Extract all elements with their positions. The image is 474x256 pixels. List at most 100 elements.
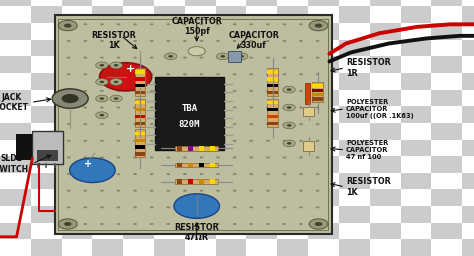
Bar (92, 90, 123, 106)
Bar (246, 173, 277, 189)
Bar (123, 173, 154, 189)
Text: RESISTOR
1K: RESISTOR 1K (346, 177, 391, 197)
Circle shape (283, 140, 295, 147)
Circle shape (150, 57, 154, 59)
Bar (135, 68, 145, 96)
Bar (401, 206, 431, 223)
Circle shape (287, 142, 292, 145)
Circle shape (100, 81, 104, 83)
Bar (370, 0, 401, 6)
Circle shape (114, 97, 118, 100)
Bar (123, 23, 154, 40)
Bar (308, 206, 339, 223)
Circle shape (100, 223, 104, 225)
Circle shape (100, 97, 104, 100)
Circle shape (83, 156, 87, 158)
Bar (31, 6, 62, 23)
Bar (175, 179, 218, 184)
Circle shape (183, 40, 187, 42)
Circle shape (299, 123, 303, 125)
Bar (401, 40, 431, 56)
Bar (216, 0, 246, 6)
Bar (246, 56, 277, 73)
Circle shape (200, 206, 203, 208)
Bar (267, 70, 278, 74)
Bar (431, 90, 462, 106)
Bar (277, 156, 308, 173)
Circle shape (233, 106, 237, 109)
Bar (246, 239, 277, 256)
Bar (401, 0, 431, 6)
Bar (401, 90, 431, 106)
Circle shape (183, 223, 187, 225)
Bar (0, 239, 31, 256)
Circle shape (183, 23, 187, 25)
Circle shape (166, 223, 170, 225)
Circle shape (283, 190, 286, 192)
Circle shape (200, 173, 203, 175)
Bar (308, 156, 339, 173)
Bar (58, 19, 328, 230)
Circle shape (183, 106, 187, 109)
Bar (401, 189, 431, 206)
Bar (431, 239, 462, 256)
Bar (188, 163, 193, 167)
Circle shape (67, 23, 71, 25)
Circle shape (96, 62, 108, 69)
Bar (92, 6, 123, 23)
Circle shape (283, 86, 295, 93)
Circle shape (266, 73, 270, 75)
Bar (188, 146, 193, 151)
Circle shape (249, 140, 253, 142)
Bar (462, 73, 474, 90)
Bar (267, 99, 278, 127)
Bar (92, 156, 123, 173)
Circle shape (188, 47, 205, 56)
Bar (210, 163, 215, 167)
Bar (431, 173, 462, 189)
Bar (277, 223, 308, 239)
Bar (246, 189, 277, 206)
Circle shape (150, 173, 154, 175)
Circle shape (249, 73, 253, 75)
Circle shape (117, 206, 120, 208)
Bar (0, 0, 31, 6)
Circle shape (67, 123, 71, 125)
Circle shape (110, 79, 122, 85)
Circle shape (70, 158, 115, 183)
Bar (339, 223, 370, 239)
Bar (308, 0, 339, 6)
Circle shape (283, 123, 286, 125)
Bar (62, 239, 92, 256)
Circle shape (299, 57, 303, 59)
Bar (62, 0, 92, 6)
Bar (154, 23, 185, 40)
Bar (312, 84, 323, 88)
Circle shape (283, 23, 286, 25)
Circle shape (299, 156, 303, 158)
Bar (462, 239, 474, 256)
Circle shape (117, 123, 120, 125)
Circle shape (249, 23, 253, 25)
Bar (277, 239, 308, 256)
Bar (216, 239, 246, 256)
Bar (462, 156, 474, 173)
Circle shape (283, 140, 286, 142)
Bar (135, 91, 145, 94)
Circle shape (150, 223, 154, 225)
Circle shape (266, 190, 270, 192)
Circle shape (299, 223, 303, 225)
Bar (200, 179, 204, 184)
Bar (135, 152, 145, 156)
Bar (462, 173, 474, 189)
Bar (135, 115, 145, 118)
Bar (246, 0, 277, 6)
Circle shape (67, 57, 71, 59)
Bar (431, 156, 462, 173)
Bar (401, 23, 431, 40)
Bar (246, 6, 277, 23)
Circle shape (100, 63, 152, 91)
Circle shape (283, 104, 295, 111)
Circle shape (133, 156, 137, 158)
Circle shape (316, 106, 319, 109)
